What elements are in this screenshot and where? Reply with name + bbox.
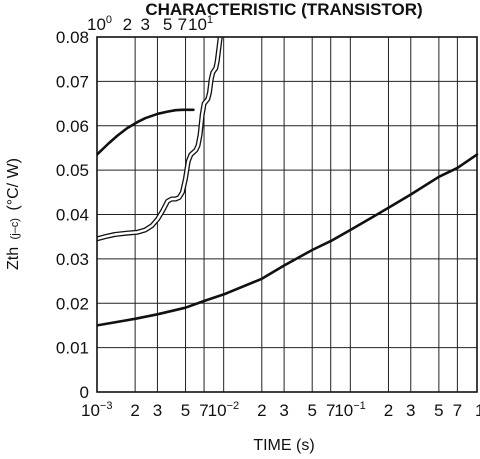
x-tick-label: 5: [307, 401, 316, 420]
x-tick-base: 10: [334, 401, 353, 420]
top-tick-base: 10: [87, 15, 106, 34]
plot-frame: [96, 36, 478, 393]
x-tick-base: 10: [208, 401, 227, 420]
chart-title: CHARACTERISTIC (TRANSISTOR): [145, 0, 422, 19]
y-axis-ticks: 0 0.01 0.02 0.03 0.04 0.05 0.06 0.07 0.08: [56, 28, 89, 402]
y-tick-label: 0.06: [56, 117, 89, 136]
top-tick-exponent: 0: [106, 14, 112, 26]
curves: [97, 37, 479, 327]
y-tick-label: 0.07: [56, 72, 89, 91]
top-tick-exponent: 1: [207, 14, 213, 26]
y-axis-label-main: Zth: [5, 247, 22, 270]
top-tick-label: 3: [140, 15, 149, 34]
x-tick-label: 7: [453, 401, 462, 420]
y-tick-label: 0.02: [56, 294, 89, 313]
x-tick-exponent: −3: [100, 400, 113, 412]
x-tick-label: 10−3: [81, 400, 112, 420]
x-tick-label: 7: [199, 401, 208, 420]
y-tick-label: 0.05: [56, 161, 89, 180]
top-tick-base: 10: [188, 15, 207, 34]
x-tick-exponent: −1: [353, 400, 366, 412]
x-tick-label: 2: [130, 401, 139, 420]
x-tick-label: 5: [434, 401, 443, 420]
top-tick-label: 5: [163, 15, 172, 34]
y-axis-label-sub: (j–c): [9, 218, 21, 239]
x-tick-label: 2: [384, 401, 393, 420]
x-tick-label: 2: [257, 401, 266, 420]
curve-2: [97, 108, 195, 156]
top-tick-label: 7: [178, 15, 187, 34]
y-tick-label: 0.03: [56, 250, 89, 269]
x-tick-label: 7: [326, 401, 335, 420]
x-tick-label: 3: [279, 401, 288, 420]
x-tick-label: 3: [153, 401, 162, 420]
x-tick-base: 10: [81, 401, 100, 420]
curve-3-inner: [97, 37, 222, 241]
x-axis-label: TIME (s): [253, 437, 314, 454]
top-tick-label: 100: [87, 14, 112, 34]
x-tick-label: 10−2: [208, 400, 239, 420]
x-tick-label: 5: [181, 401, 190, 420]
y-tick-label: 0.01: [56, 339, 89, 358]
x-tick-exponent: −2: [227, 400, 240, 412]
curve-1: [97, 153, 479, 327]
y-axis-label: Zth (j–c) (°C/ W): [5, 158, 22, 270]
x-tick-label: 100: [475, 400, 480, 420]
x-tick-label: 10−1: [334, 400, 365, 420]
y-tick-label: 0.08: [56, 28, 89, 47]
y-tick-label: 0: [80, 383, 89, 402]
x-tick-label: 3: [406, 401, 415, 420]
x-tick-base: 10: [475, 401, 480, 420]
top-axis-ticks: 100 2 3 5 7 101: [87, 14, 213, 34]
y-axis-label-unit: (°C/ W): [5, 158, 22, 211]
top-tick-label: 2: [123, 15, 132, 34]
top-tick-label: 101: [188, 14, 213, 34]
y-tick-label: 0.04: [56, 206, 89, 225]
